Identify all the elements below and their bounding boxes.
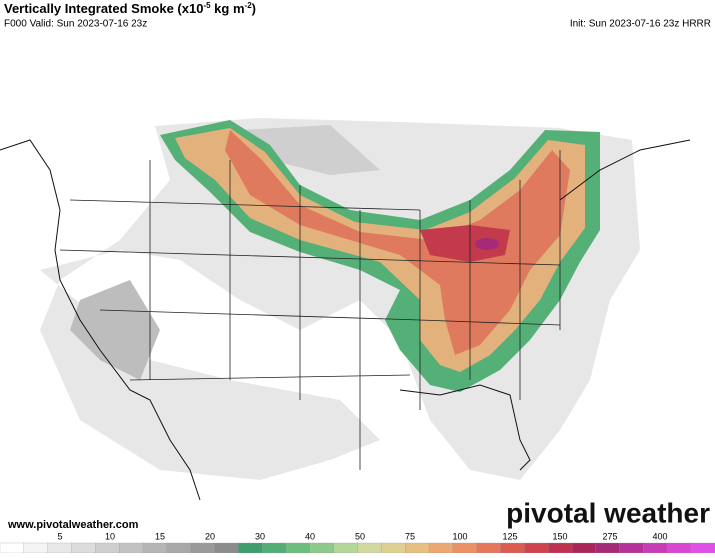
smoke-plume-heavy (225, 130, 570, 355)
smoke-plume-peak (475, 238, 499, 250)
colorbar-swatch (262, 542, 287, 554)
title-exponent: -2 (245, 1, 253, 10)
colorbar-swatch (667, 542, 692, 554)
title-main: Vertically Integrated Smoke (x10 (4, 1, 203, 16)
colorbar-swatch (691, 542, 715, 554)
colorbar-tick-label: 40 (305, 531, 315, 541)
colorbar-swatch (119, 542, 144, 554)
valid-time: F000 Valid: Sun 2023-07-16 23z (4, 19, 147, 30)
title-unit: kg m (211, 1, 245, 16)
colorbar-swatch (95, 542, 120, 554)
state-line (59, 150, 561, 470)
colorbar-tick-label: 20 (205, 531, 215, 541)
colorbar-swatch (166, 542, 192, 554)
coastline (559, 139, 691, 201)
colorbar-swatch (524, 542, 549, 554)
gray-smoke (240, 125, 380, 175)
colorbar-swatch (500, 542, 525, 554)
colorbar-swatch (619, 542, 645, 554)
colorbar-tick-label: 75 (405, 531, 415, 541)
site-url: www.pivotalweather.com (7, 519, 139, 531)
smoke-field (40, 118, 640, 480)
colorbar-swatch (333, 542, 359, 554)
colorbar-swatch (428, 542, 454, 554)
gray-smoke (70, 280, 160, 380)
colorbar-tick-label: 150 (552, 531, 567, 541)
colorbar-tick-label: 100 (452, 531, 467, 541)
colorbar-swatch (548, 542, 573, 554)
colorbar-swatch (643, 542, 668, 554)
colorbar-swatch (238, 542, 263, 554)
colorbar-swatch (571, 542, 597, 554)
colorbar-swatch (47, 542, 73, 554)
colorbar-tick-label: 275 (602, 531, 617, 541)
colorbar-tick-label: 30 (255, 531, 265, 541)
coastline (399, 384, 531, 471)
colorbar-swatch (381, 542, 406, 554)
title-exponent: -5 (203, 1, 211, 10)
colorbar-swatch (476, 542, 502, 554)
colorbar-tick-label: 15 (155, 531, 165, 541)
colorbar-tick-label: 400 (652, 531, 667, 541)
coastline (0, 139, 201, 501)
colorbar-swatch (0, 542, 25, 554)
colorbar-swatch (285, 542, 311, 554)
colorbar-swatch (71, 542, 96, 554)
colorbar-tick-label: 50 (355, 531, 365, 541)
colorbar-swatch (405, 542, 430, 554)
colorbar-tick-label: 5 (57, 531, 62, 541)
colorbar-swatch (595, 542, 621, 554)
colorbar-tick-label: 125 (502, 531, 517, 541)
colorbar-swatch (214, 542, 239, 554)
colorbar-tick-label: 10 (105, 531, 115, 541)
colorbar-swatch (23, 542, 49, 554)
brand-watermark: pivotal weather (506, 497, 710, 528)
smoke-plume-dense (420, 225, 510, 262)
colorbar-swatch (309, 542, 335, 554)
boundaries (0, 139, 691, 501)
title: Vertically Integrated Smoke (x10-5 kg m-… (4, 1, 256, 16)
colorbar-swatch (142, 542, 168, 554)
init-time: Init: Sun 2023-07-16 23z HRRR (570, 19, 711, 30)
title-end: ) (252, 1, 256, 16)
colorbar-swatch (452, 542, 478, 554)
colorbar-swatch (190, 542, 216, 554)
colorbar-swatch (357, 542, 382, 554)
